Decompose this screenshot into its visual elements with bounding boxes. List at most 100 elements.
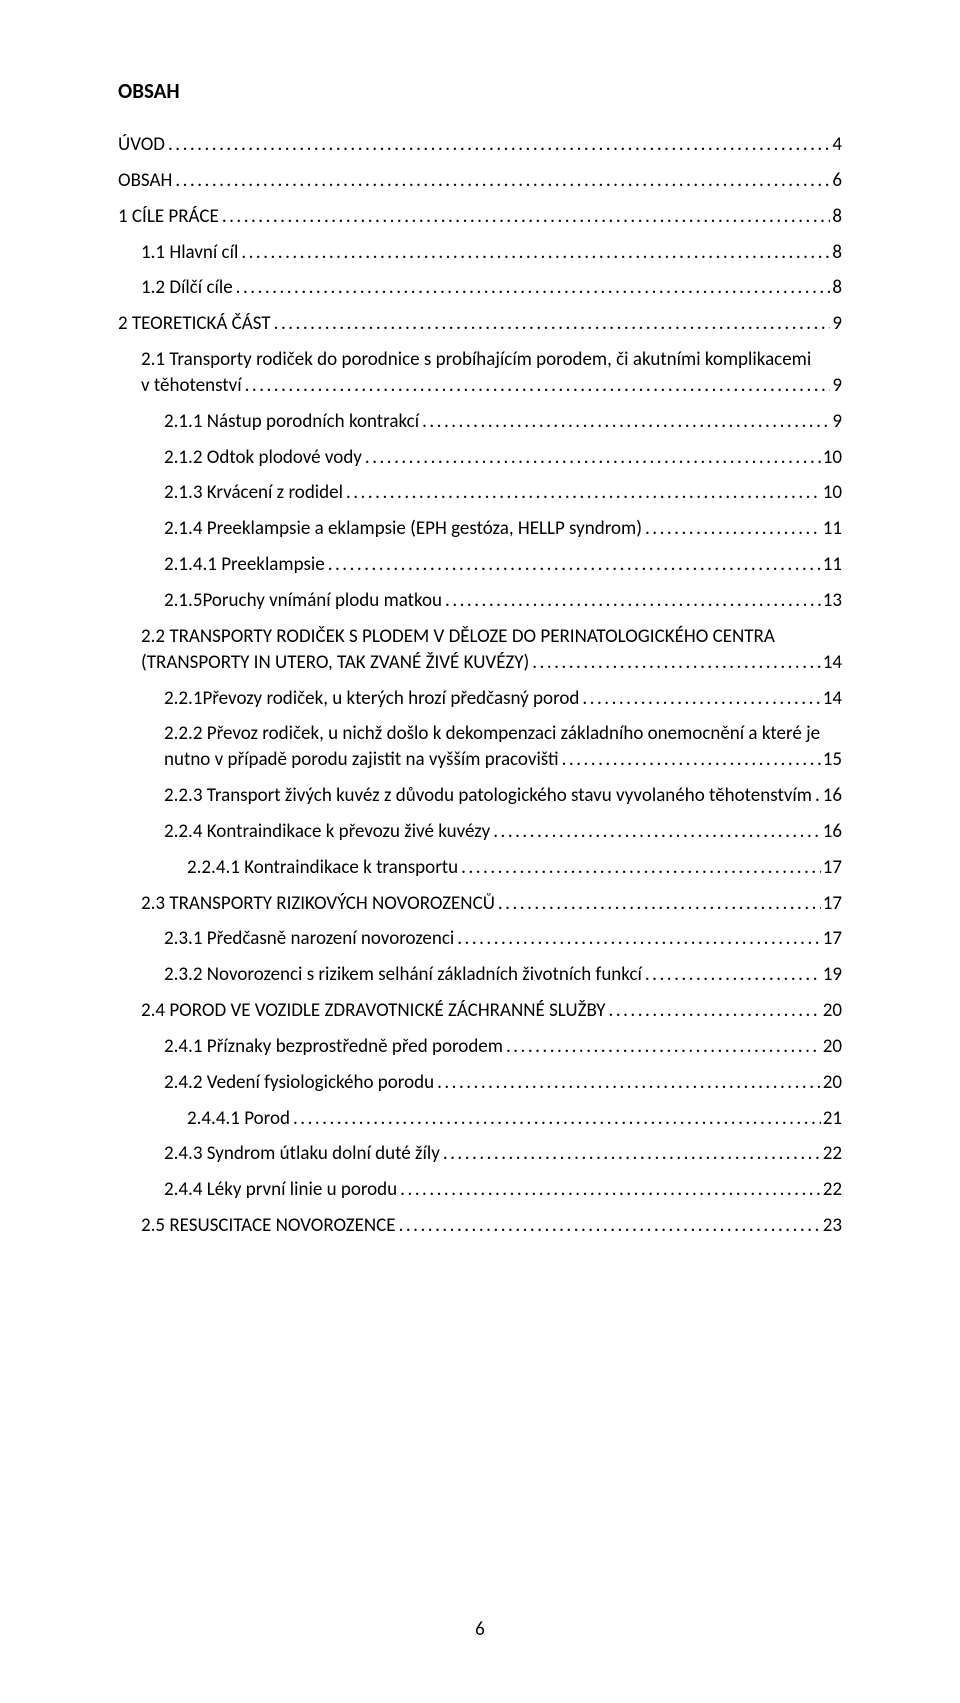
toc-entry-label: 2.2.4 Kontraindikace k převozu živé kuvé… [164,821,490,843]
toc-entry-page: 13 [821,590,842,612]
toc-leader [490,821,821,843]
document-page: OBSAH ÚVOD 4 OBSAH6 1 CÍLE PRÁCE8 1.1 Hlavní… [0,0,960,1703]
toc-leader [238,242,830,264]
toc-entry-page: 8 [830,277,842,299]
toc-entry: 2.1.1 Nástup porodních kontrakcí 9 [118,411,842,433]
toc-entry-page: 20 [821,1000,842,1022]
toc-entry-page: 8 [830,242,842,264]
toc-entry: 2.4.4 Léky první linie u porodu 22 [118,1179,842,1201]
toc-entry-label: 2.1.3 Krvácení z rodidel [164,482,343,504]
toc-entry-page: 8 [830,206,842,228]
toc-entry: 2.2.4.1 Kontraindikace k transportu 17 [118,857,842,879]
toc-entry-label: 2.2.1Převozy rodiček, u kterých hrozí př… [164,688,579,710]
toc-entry-page: 15 [821,749,842,771]
toc-leader [642,518,821,540]
toc-entry-label: 2.1.4 Preeklampsie a eklampsie (EPH gest… [164,518,642,540]
toc-entry-page: 4 [830,134,842,156]
toc-leader [290,1108,821,1130]
toc-entry: 2.4.2 Vedení fysiologického porodu 20 [118,1072,842,1094]
toc-entry-label: 2.4.2 Vedení fysiologického porodu [164,1072,434,1094]
toc-entry-continuation: nutno v případě porodu zajistit na vyšší… [164,749,842,771]
toc-leader [442,590,821,612]
toc-leader [165,134,830,156]
page-number: 6 [0,1618,960,1641]
toc-leader [397,1179,821,1201]
toc-entry: 2.5 RESUSCITACE NOVOROZENCE23 [118,1215,842,1237]
toc-entry: 2.1.4 Preeklampsie a eklampsie (EPH gest… [118,518,842,540]
toc-entry-page: 17 [821,893,842,915]
toc-entry-label: 2.4.4 Léky první linie u porodu [164,1179,397,1201]
toc-entry-continuation: (TRANSPORTY IN UTERO, TAK ZVANÉ ŽIVÉ KUV… [141,652,842,674]
toc-entry-page: 14 [821,688,842,710]
toc-entry-label: 2.2.2 Převoz rodiček, u nichž došlo k de… [164,723,842,745]
toc-entry: 2.2 TRANSPORTY RODIČEK S PLODEM V DĚLOZE… [118,626,842,674]
toc-entry-page: 9 [830,411,842,433]
toc-entry: 2.2.4 Kontraindikace k převozu živé kuvé… [118,821,842,843]
toc-leader [325,554,821,576]
toc-entry-page: 9 [830,375,842,397]
toc-entry-label: 2.1 Transporty rodiček do porodnice s pr… [141,349,842,371]
table-of-contents: ÚVOD 4 OBSAH6 1 CÍLE PRÁCE8 1.1 Hlavní cíl8 1… [118,134,842,1237]
toc-entry: 2.2.2 Převoz rodiček, u nichž došlo k de… [118,723,842,771]
toc-leader [362,447,821,469]
toc-entry-label: 2.1.5Poruchy vnímání plodu matkou [164,590,442,612]
toc-entry-continuation: v těhotenství 9 [141,375,842,397]
toc-entry-page: 20 [821,1036,842,1058]
toc-leader [812,785,821,807]
toc-entry-label: 2.1.2 Odtok plodové vody [164,447,362,469]
toc-entry-label: 2.1.4.1 Preeklampsie [164,554,325,576]
toc-entry-page: 20 [821,1072,842,1094]
toc-entry: 2.3 TRANSPORTY RIZIKOVÝCH NOVOROZENCŮ 17 [118,893,842,915]
toc-entry-page: 22 [821,1179,842,1201]
toc-entry: 1 CÍLE PRÁCE8 [118,206,842,228]
toc-entry-page: 9 [830,313,842,335]
toc-leader [172,170,830,192]
toc-leader [419,411,830,433]
toc-entry-label: 2.4 POROD VE VOZIDLE ZDRAVOTNICKÉ ZÁCHRA… [141,1000,606,1022]
toc-leader [233,277,831,299]
toc-leader [579,688,820,710]
toc-leader [219,206,831,228]
toc-leader [559,749,821,771]
toc-entry-label: 2.3.1 Předčasně narození novorozenci [164,928,454,950]
toc-entry: 2.1.5Poruchy vnímání plodu matkou 13 [118,590,842,612]
toc-entry: OBSAH6 [118,170,842,192]
toc-entry-page: 10 [821,482,842,504]
toc-entry-label: ÚVOD [118,134,165,156]
toc-entry-page: 17 [821,857,842,879]
toc-entry-page: 21 [821,1108,842,1130]
toc-entry: 2.2.1Převozy rodiček, u kterých hrozí př… [118,688,842,710]
toc-leader [242,375,831,397]
toc-entry-label: 2 TEORETICKÁ ČÁST [118,313,271,335]
toc-entry-page: 11 [821,554,842,576]
toc-entry-label: (TRANSPORTY IN UTERO, TAK ZVANÉ ŽIVÉ KUV… [141,652,529,674]
toc-entry-label: 2.4.4.1 Porod [187,1108,290,1130]
toc-leader [396,1215,821,1237]
toc-entry: 1.1 Hlavní cíl8 [118,242,842,264]
toc-entry: 2.4.4.1 Porod 21 [118,1108,842,1130]
toc-leader [458,857,821,879]
toc-entry-label: 2.1.1 Nástup porodních kontrakcí [164,411,419,433]
toc-entry: 2.3.2 Novorozenci s rizikem selhání zákl… [118,964,842,986]
toc-entry: 2.1.2 Odtok plodové vody 10 [118,447,842,469]
toc-entry-page: 6 [830,170,842,192]
toc-entry-label: 2.2 TRANSPORTY RODIČEK S PLODEM V DĚLOZE… [141,626,842,648]
toc-leader [495,893,821,915]
toc-entry-label: 2.3 TRANSPORTY RIZIKOVÝCH NOVOROZENCŮ [141,893,495,915]
toc-entry-page: 23 [821,1215,842,1237]
toc-entry: 2.2.3 Transport živých kuvéz z důvodu pa… [118,785,842,807]
toc-entry-label: nutno v případě porodu zajistit na vyšší… [164,749,559,771]
toc-leader [503,1036,821,1058]
toc-entry-label: 2.4.3 Syndrom útlaku dolní duté žíly [164,1143,440,1165]
toc-leader [529,652,820,674]
page-title: OBSAH [118,78,842,104]
toc-entry: 2.1 Transporty rodiček do porodnice s pr… [118,349,842,397]
toc-entry-label: v těhotenství [141,375,242,397]
toc-entry-label: 1.2 Dílčí cíle [141,277,233,299]
toc-leader [454,928,821,950]
toc-entry-page: 10 [821,447,842,469]
toc-entry-label: 2.2.3 Transport živých kuvéz z důvodu pa… [164,785,812,807]
toc-entry-page: 17 [821,928,842,950]
toc-leader [606,1000,821,1022]
toc-entry-label: 2.2.4.1 Kontraindikace k transportu [187,857,458,879]
